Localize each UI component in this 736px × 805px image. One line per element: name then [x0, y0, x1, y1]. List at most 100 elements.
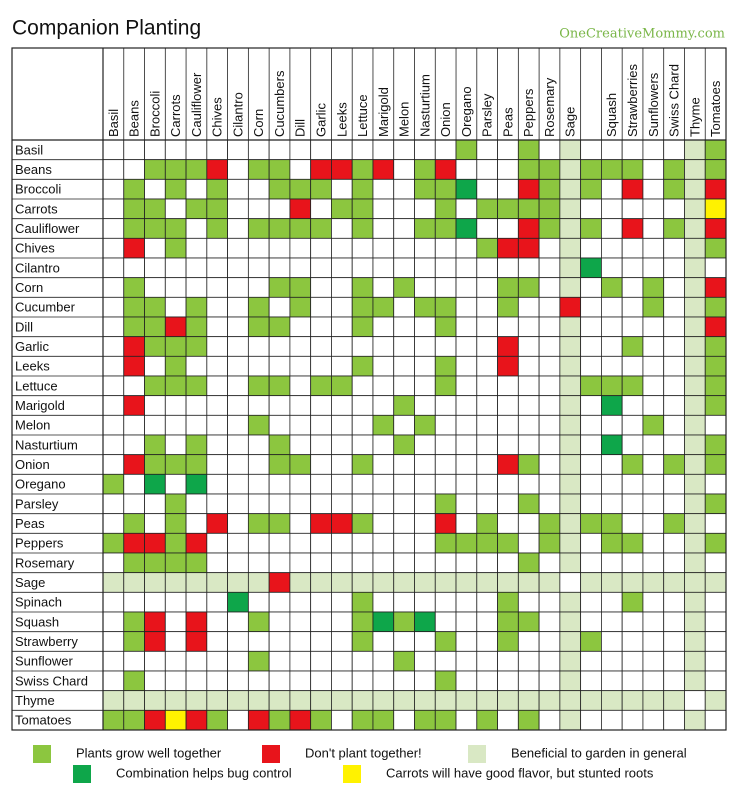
cell: [372, 178, 395, 200]
cell: [227, 237, 249, 259]
cell: [247, 552, 270, 574]
cell: [185, 316, 208, 338]
cell: [393, 218, 415, 239]
row-label: Onion: [15, 457, 50, 472]
cell: [123, 395, 145, 416]
cell: [123, 355, 145, 377]
cell: [164, 493, 187, 515]
cell: [663, 493, 685, 515]
cell: [206, 198, 228, 220]
cell: [393, 454, 415, 475]
row-label: Cucumber: [15, 300, 76, 315]
cell: [331, 611, 353, 633]
cell: [310, 277, 332, 298]
cell: [289, 552, 312, 574]
cell: [268, 218, 291, 239]
cell: [372, 709, 395, 731]
cell: [580, 198, 602, 220]
cell: [185, 552, 208, 574]
cell: [434, 473, 457, 495]
cell: [227, 631, 249, 652]
cell: [497, 631, 519, 652]
cell: [310, 552, 332, 574]
cell: [601, 611, 623, 633]
cell: [268, 375, 291, 397]
cell: [455, 277, 478, 298]
cell: [123, 493, 145, 515]
cell: [351, 513, 374, 534]
cell: [497, 198, 519, 220]
cell: [476, 355, 498, 377]
cell: [414, 434, 436, 456]
cell: [663, 139, 685, 161]
cell: [455, 552, 478, 574]
cell: [476, 198, 498, 220]
cell: [102, 552, 125, 574]
cell: [559, 218, 582, 239]
cell: [642, 218, 665, 239]
cell: [372, 650, 395, 672]
cell: [227, 650, 249, 672]
cell: [331, 159, 353, 180]
cell: [455, 336, 478, 357]
cell: [247, 316, 270, 338]
cell: [351, 355, 374, 377]
legend-swatch: [262, 745, 280, 763]
cell: [601, 296, 623, 318]
legend-swatch: [33, 745, 51, 763]
cell: [497, 493, 519, 515]
cell: [351, 218, 374, 239]
cell: [164, 198, 187, 220]
cell: [144, 414, 166, 436]
cell: [247, 257, 270, 279]
cell: [538, 473, 561, 495]
row-label: Oregano: [15, 477, 66, 492]
cell: [393, 178, 415, 200]
cell: [476, 178, 498, 200]
cell: [497, 532, 519, 554]
cell: [517, 454, 540, 475]
cell: [580, 355, 602, 377]
cell: [268, 257, 291, 279]
cell: [123, 159, 145, 180]
cell: [331, 473, 353, 495]
cell: [206, 591, 228, 613]
cell: [642, 414, 665, 436]
cell: [559, 237, 582, 259]
cell: [268, 532, 291, 554]
cell: [331, 277, 353, 298]
cell: [144, 631, 166, 652]
cell: [393, 690, 415, 711]
cell: [247, 591, 270, 613]
cell: [663, 709, 685, 731]
cell: [517, 198, 540, 220]
cell: [414, 650, 436, 672]
cell: [663, 434, 685, 456]
cell: [538, 178, 561, 200]
column-label: Parsley: [480, 93, 495, 137]
cell: [227, 591, 249, 613]
cell: [684, 650, 706, 672]
cell: [123, 552, 145, 574]
cell: [123, 670, 145, 692]
cell: [434, 159, 457, 180]
cell: [372, 257, 395, 279]
cell: [310, 434, 332, 456]
cell: [372, 198, 395, 220]
cell: [247, 513, 270, 534]
cell: [434, 198, 457, 220]
cell: [164, 139, 187, 161]
cell: [601, 375, 623, 397]
cell: [601, 591, 623, 613]
cell: [227, 336, 249, 357]
cell: [621, 611, 644, 633]
row-label: Marigold: [15, 398, 65, 413]
cell: [331, 316, 353, 338]
cell: [206, 572, 228, 593]
cell: [663, 395, 685, 416]
cell: [559, 454, 582, 475]
cell: [663, 414, 685, 436]
cell: [227, 159, 249, 180]
column-label: Tomatoes: [708, 80, 723, 137]
cell: [268, 198, 291, 220]
